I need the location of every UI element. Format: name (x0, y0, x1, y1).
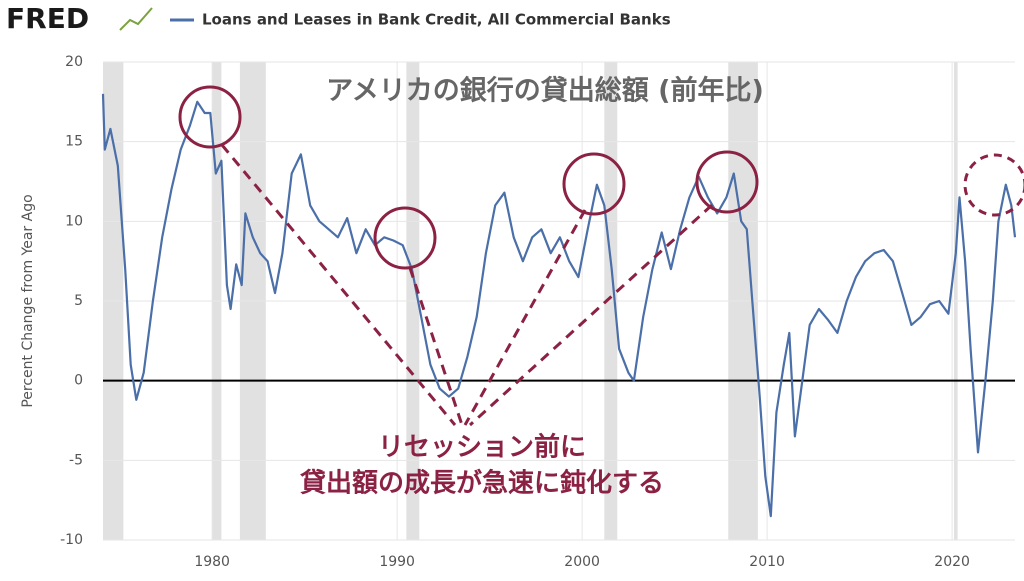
annotation: 貸出額の成長が急速に鈍化する (299, 468, 664, 499)
arrow (408, 267, 464, 426)
data-line (101, 93, 1017, 518)
logo: FRED (6, 2, 89, 35)
y-tick-label: -5 (69, 452, 83, 468)
y-tick-label: 20 (65, 54, 83, 70)
legend-label: Loans and Leases in Bank Credit, All Com… (202, 11, 671, 29)
annotation: リセッション前に (378, 432, 586, 463)
x-tick-label: 1990 (379, 554, 415, 570)
arrow (463, 209, 587, 426)
x-tick-label: 2000 (564, 554, 600, 570)
x-tick-label: 1980 (194, 554, 230, 570)
y-tick-label: -10 (60, 532, 83, 548)
circle (373, 206, 437, 270)
y-tick-label: 5 (74, 293, 83, 309)
circle (562, 152, 626, 216)
y-tick-label: 0 (74, 373, 83, 389)
logo-icon (119, 7, 153, 31)
x-tick-label: 2020 (934, 554, 970, 570)
chart-title: アメリカの銀行の貸出総額 (前年比) (326, 75, 764, 107)
circle (695, 150, 759, 214)
x-tick-label: 2010 (749, 554, 785, 570)
circle (178, 85, 242, 149)
arrow (220, 144, 457, 426)
arrow (468, 203, 714, 427)
plot: -10 -5 0 5 10 15 20 1980 1990 2000 2010 2020 (60, 54, 1017, 570)
annotations (178, 85, 1024, 427)
y-tick-label: 15 (65, 134, 83, 150)
y-axis-label: Percent Change from Year Ago (20, 194, 36, 407)
y-tick-label: 10 (65, 213, 83, 229)
circle (963, 153, 1024, 217)
